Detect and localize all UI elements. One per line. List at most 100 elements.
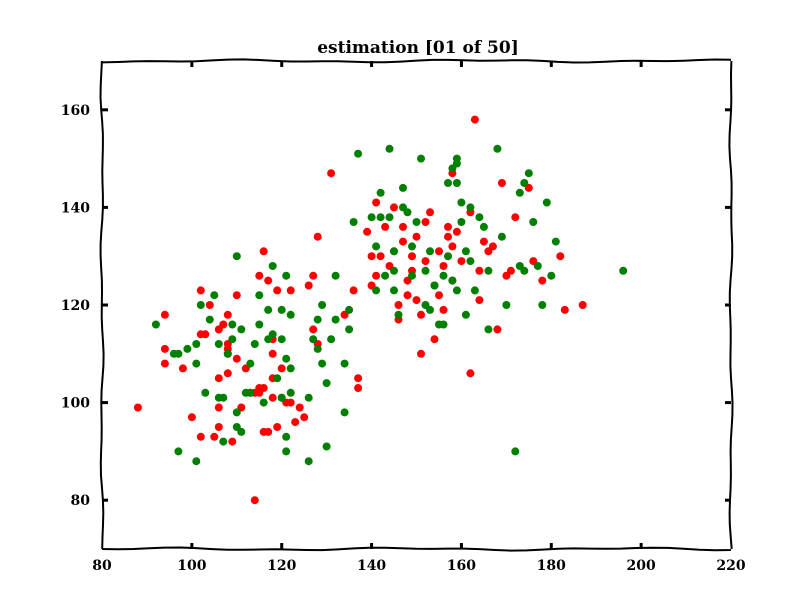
data-point-series-2 — [529, 218, 538, 226]
data-point-series-2 — [376, 188, 385, 197]
data-point-series-1 — [187, 413, 196, 422]
data-point-series-1 — [300, 413, 309, 422]
data-point-series-1 — [327, 169, 336, 178]
data-point-series-1 — [255, 271, 264, 280]
data-point-series-1 — [309, 325, 318, 334]
data-point-series-2 — [183, 344, 192, 353]
data-point-series-1 — [399, 237, 407, 246]
data-point-series-1 — [214, 403, 223, 412]
data-point-series-1 — [435, 247, 443, 256]
plot-area-frame — [99, 58, 734, 552]
data-point-series-2 — [439, 320, 448, 329]
data-point-series-2 — [255, 291, 264, 300]
data-point-series-1 — [133, 403, 142, 412]
data-point-series-1 — [412, 232, 421, 241]
data-point-series-2 — [192, 457, 201, 466]
data-point-series-2 — [444, 179, 452, 187]
x-tick-label: 200 — [627, 558, 656, 574]
y-tick-label: 140 — [61, 200, 90, 216]
data-point-series-1 — [295, 403, 304, 412]
data-point-series-1 — [196, 432, 205, 441]
data-point-series-2 — [151, 320, 160, 329]
data-point-series-2 — [273, 374, 282, 383]
data-point-series-2 — [264, 305, 273, 314]
data-point-series-1 — [228, 437, 237, 446]
data-point-series-2 — [196, 301, 205, 309]
y-tick-label: 100 — [61, 396, 90, 412]
data-point-series-1 — [394, 301, 403, 309]
data-point-series-1 — [273, 423, 282, 431]
data-point-series-2 — [313, 315, 322, 324]
data-point-series-2 — [345, 325, 354, 334]
data-point-series-1 — [417, 310, 425, 319]
data-point-series-2 — [246, 388, 255, 397]
x-axis-tick-labels: 80 100 120 140 160 180 200 220 — [92, 558, 746, 574]
data-point-series-2 — [340, 359, 349, 368]
y-tick-label: 80 — [71, 493, 91, 509]
data-point-series-2 — [354, 149, 363, 158]
data-point-series-2 — [372, 286, 381, 295]
data-point-series-1 — [408, 252, 416, 261]
data-point-series-1 — [457, 257, 466, 266]
data-point-series-1 — [223, 369, 232, 378]
data-point-series-1 — [160, 310, 169, 319]
data-point-series-1 — [466, 369, 475, 378]
data-point-series-1 — [354, 374, 363, 383]
data-point-series-2 — [452, 159, 461, 168]
data-point-series-2 — [282, 271, 291, 280]
data-points — [133, 115, 628, 505]
data-point-series-2 — [542, 198, 551, 207]
data-point-series-2 — [372, 242, 381, 251]
data-point-series-1 — [354, 384, 363, 392]
data-point-series-1 — [417, 349, 425, 358]
data-point-series-2 — [515, 188, 524, 197]
data-point-series-1 — [493, 325, 502, 334]
data-point-series-1 — [264, 276, 273, 285]
data-point-series-2 — [205, 315, 214, 324]
data-point-series-2 — [286, 310, 295, 319]
data-point-series-1 — [363, 227, 372, 236]
data-point-series-2 — [538, 301, 547, 309]
data-point-series-2 — [403, 208, 412, 217]
data-point-series-2 — [484, 325, 493, 334]
data-point-series-2 — [174, 447, 183, 456]
data-point-series-2 — [408, 242, 416, 251]
data-point-series-2 — [493, 144, 502, 153]
x-tick-label: 120 — [267, 558, 296, 574]
data-point-series-2 — [390, 247, 398, 256]
data-point-series-1 — [390, 203, 398, 212]
data-point-series-2 — [439, 271, 448, 280]
data-point-series-2 — [461, 310, 470, 319]
data-point-series-1 — [277, 364, 286, 373]
data-point-series-2 — [304, 457, 313, 466]
data-point-series-1 — [399, 222, 407, 231]
data-point-series-1 — [268, 349, 277, 358]
data-point-series-1 — [232, 354, 241, 363]
data-point-series-1 — [273, 286, 282, 295]
data-point-series-1 — [313, 232, 322, 241]
data-point-series-2 — [246, 359, 255, 368]
data-point-series-1 — [538, 276, 547, 285]
data-point-series-1 — [372, 271, 381, 280]
data-point-series-1 — [286, 286, 295, 295]
data-point-series-2 — [524, 169, 533, 178]
data-point-series-2 — [479, 222, 488, 231]
data-point-series-1 — [214, 374, 223, 383]
chart-title: estimation [01 of 50] — [317, 38, 519, 58]
data-point-series-2 — [313, 344, 322, 353]
data-point-series-2 — [214, 340, 223, 348]
data-point-series-2 — [268, 262, 277, 270]
data-point-series-2 — [277, 393, 286, 402]
data-point-series-2 — [421, 266, 430, 275]
data-point-series-1 — [259, 247, 268, 256]
data-point-series-2 — [367, 213, 376, 222]
data-point-series-2 — [390, 286, 398, 295]
data-point-series-2 — [619, 266, 628, 275]
data-point-series-2 — [452, 286, 461, 295]
data-point-series-2 — [385, 144, 394, 153]
data-point-series-2 — [381, 271, 390, 280]
data-point-series-1 — [259, 384, 268, 392]
data-point-series-2 — [282, 432, 291, 441]
data-point-series-2 — [430, 281, 439, 290]
